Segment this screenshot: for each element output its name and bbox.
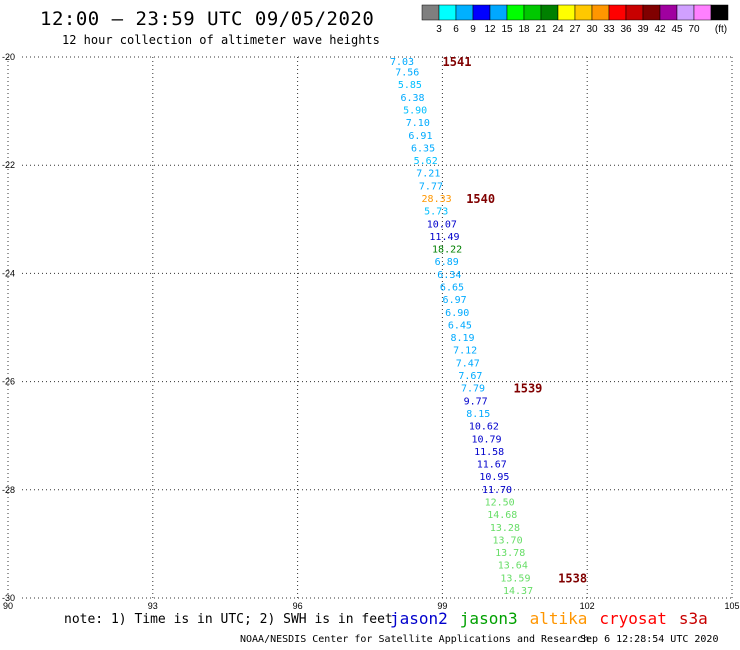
y-tick-label: -26 — [2, 377, 15, 387]
x-tick-label: 105 — [724, 601, 739, 610]
scale-label: 12 — [484, 24, 496, 35]
wave-height-value: 5.62 — [414, 156, 438, 167]
y-tick-label: -20 — [2, 52, 15, 62]
wave-height-value: 6.90 — [445, 308, 469, 319]
y-tick-label: -28 — [2, 485, 15, 495]
wave-height-value: 18.22 — [432, 245, 462, 256]
y-tick-label: -22 — [2, 160, 15, 170]
credit-line: NOAA/NESDIS Center for Satellite Applica… — [240, 634, 590, 645]
wave-height-value: 5.73 — [424, 207, 448, 218]
scale-unit: (ft) — [715, 24, 727, 35]
wave-height-value: 6.45 — [448, 320, 472, 331]
scale-label: 6 — [453, 24, 459, 35]
wave-height-value: 6.38 — [401, 93, 425, 104]
scale-label: 70 — [688, 24, 700, 35]
wave-height-value: 10.62 — [469, 422, 499, 433]
wave-height-value: 8.19 — [450, 333, 474, 344]
generated-timestamp: Sep 6 12:28:54 UTC 2020 — [580, 634, 719, 645]
x-tick-label: 93 — [148, 601, 158, 610]
chart-subtitle: 12 hour collection of altimeter wave hei… — [62, 33, 380, 47]
wave-height-value: 10.95 — [479, 472, 509, 483]
wave-height-value: 28.33 — [422, 194, 452, 205]
wave-height-value: 7.12 — [453, 346, 477, 357]
scale-label: 39 — [637, 24, 649, 35]
wave-height-value: 14.68 — [487, 510, 517, 521]
wave-height-value: 7.03 — [390, 57, 414, 68]
time-label: 1540 — [466, 192, 495, 206]
scale-label: 33 — [603, 24, 615, 35]
wave-height-value: 13.78 — [495, 548, 525, 559]
wave-height-value: 12.50 — [485, 497, 515, 508]
wave-height-value: 11.67 — [477, 460, 507, 471]
wave-height-value: 7.47 — [456, 358, 480, 369]
wave-height-value: 11.58 — [474, 447, 504, 458]
legend-s3a: s3a — [678, 609, 708, 628]
wave-height-value: 6.89 — [435, 257, 459, 268]
wave-height-value: 13.28 — [490, 523, 520, 534]
wave-height-value: 7.21 — [416, 169, 440, 180]
wave-height-value: 7.79 — [461, 384, 485, 395]
wave-height-value: 6.35 — [411, 143, 435, 154]
wave-height-value: 14.37 — [503, 586, 533, 597]
wave-height-value: 10.07 — [427, 219, 457, 230]
legend-cryosat: cryosat — [599, 609, 667, 628]
x-tick-label: 96 — [293, 601, 303, 610]
wave-height-value: 9.77 — [464, 396, 488, 407]
wave-height-value: 7.56 — [395, 68, 419, 79]
wave-height-value: 10.79 — [471, 434, 501, 445]
legend-jason2: jason2 — [390, 609, 448, 628]
scale-label: 9 — [470, 24, 476, 35]
wave-height-value: 7.10 — [406, 118, 430, 129]
wave-height-value: 6.65 — [440, 283, 464, 294]
scale-label: 45 — [671, 24, 683, 35]
scale-label: 21 — [535, 24, 547, 35]
wave-height-value: 11.70 — [482, 485, 512, 496]
wave-height-value: 6.34 — [437, 270, 461, 281]
scale-label: 24 — [552, 24, 564, 35]
scale-label: 27 — [569, 24, 581, 35]
y-tick-label: -24 — [2, 268, 15, 278]
x-tick-label: 102 — [580, 601, 595, 610]
satellite-legend: jason2 jason3 altika cryosat s3a — [390, 609, 720, 628]
x-tick-label: 90 — [3, 601, 13, 610]
scale-label: 30 — [586, 24, 598, 35]
wave-height-value: 13.70 — [492, 535, 522, 546]
wave-height-value: 5.85 — [398, 80, 422, 91]
wave-height-value: 5.90 — [403, 105, 427, 116]
color-scale: 3 6 9 12 15 18 21 24 27 30 33 36 39 42 45 70 (ft) — [421, 4, 729, 35]
time-label: 1541 — [443, 55, 472, 69]
wave-height-value: 13.59 — [500, 573, 530, 584]
legend-altika: altika — [529, 609, 588, 628]
scale-label: 36 — [620, 24, 632, 35]
units-note: note: 1) Time is in UTC; 2) SWH is in fe… — [64, 612, 393, 627]
scale-label: 18 — [518, 24, 530, 35]
legend-jason3: jason3 — [459, 609, 518, 628]
wave-height-value: 7.67 — [458, 371, 482, 382]
scale-label: 3 — [436, 24, 442, 35]
scale-swatch — [710, 4, 729, 21]
y-tick-label: -30 — [2, 593, 15, 603]
x-tick-label: 99 — [437, 601, 447, 610]
scale-label: 15 — [501, 24, 513, 35]
time-label: 1539 — [514, 382, 543, 396]
chart-title: 12:00 – 23:59 UTC 09/05/2020 — [40, 8, 375, 30]
scale-label: 42 — [654, 24, 666, 35]
time-label: 1538 — [558, 571, 587, 585]
wave-height-value: 6.97 — [443, 295, 467, 306]
wave-height-plot: 90 93 96 99 102 105 -20 -22 -24 -26 -28 -30 7.037.56… — [2, 52, 740, 610]
wave-height-value: 8.15 — [466, 409, 490, 420]
wave-height-value: 13.64 — [498, 561, 528, 572]
wave-height-value: 11.49 — [429, 232, 459, 243]
wave-height-value: 7.77 — [419, 181, 443, 192]
wave-height-value: 6.91 — [408, 131, 432, 142]
